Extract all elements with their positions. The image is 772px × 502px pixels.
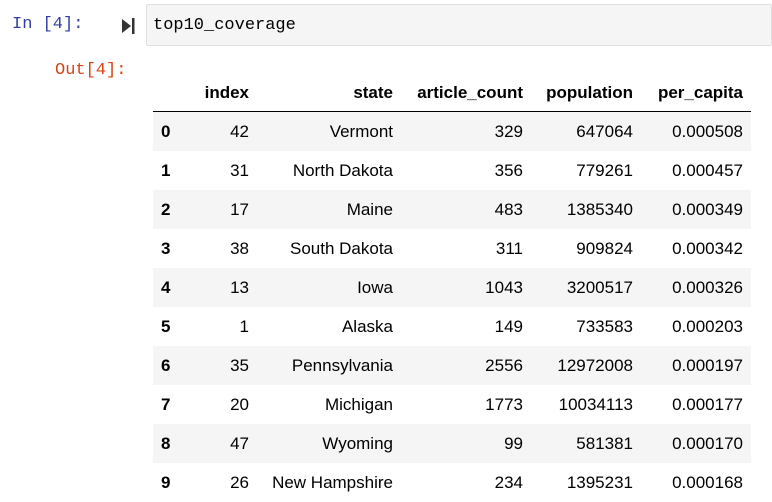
code-input-area[interactable]: top10_coverage [146, 4, 772, 46]
table-row: 1 31 North Dakota 356 779261 0.000457 [153, 151, 751, 190]
table-cell: 47 [230, 433, 249, 453]
table-cell: Alaska [341, 316, 393, 336]
table-cell: 1385340 [566, 199, 633, 219]
column-header: state [257, 74, 401, 112]
table-cell: 0.000203 [672, 316, 743, 336]
table-cell: 10034113 [558, 394, 633, 414]
table-cell: 0.000342 [672, 238, 743, 258]
table-cell: 0.000349 [672, 199, 743, 219]
table-cell: 20 [230, 394, 249, 414]
table-row: 3 38 South Dakota 311 909824 0.000342 [153, 229, 751, 268]
table-cell: 311 [495, 238, 523, 258]
table-cell: 2556 [485, 355, 523, 375]
table-cell: 356 [494, 160, 523, 180]
row-index-label: 5 [161, 316, 171, 336]
header-row: index state article_count population per… [153, 74, 751, 112]
table-cell: 779261 [576, 160, 633, 180]
input-prompt: In [4]: [12, 15, 84, 34]
table-row: 9 26 New Hampshire 234 1395231 0.000168 [153, 463, 751, 502]
row-index-label: 2 [161, 199, 171, 219]
table-cell: 12972008 [557, 355, 633, 375]
column-header: article_count [401, 74, 531, 112]
table-cell: 35 [230, 355, 249, 375]
dataframe-table: index state article_count population per… [153, 74, 751, 502]
table-cell: Wyoming [322, 433, 393, 453]
row-index-label: 8 [161, 433, 171, 453]
table-cell: 0.000457 [672, 160, 743, 180]
column-header: population [531, 74, 641, 112]
table-cell: 0.000170 [672, 433, 743, 453]
table-cell: New Hampshire [272, 472, 393, 492]
row-index-label: 1 [161, 160, 171, 180]
table-row: 5 1 Alaska 149 733583 0.000203 [153, 307, 751, 346]
table-cell: 733583 [576, 316, 633, 336]
table-cell: Michigan [324, 394, 393, 414]
table-cell: 1773 [485, 394, 523, 414]
table-cell: 0.000326 [672, 277, 743, 297]
table-cell: Iowa [357, 277, 393, 297]
run-cell-icon[interactable] [121, 17, 135, 35]
column-header: per_capita [641, 74, 751, 112]
code-text[interactable]: top10_coverage [153, 16, 296, 35]
table-cell: 26 [230, 472, 249, 492]
table-cell: Pennsylvania [291, 355, 393, 375]
table-cell: 1395231 [566, 472, 633, 492]
table-row: 0 42 Vermont 329 647064 0.000508 [153, 111, 751, 151]
table-row: 4 13 Iowa 1043 3200517 0.000326 [153, 268, 751, 307]
table-row: 7 20 Michigan 1773 10034113 0.000177 [153, 385, 751, 424]
table-cell: 99 [504, 433, 523, 453]
row-index-label: 0 [161, 121, 171, 141]
table-cell: 38 [230, 238, 249, 258]
table-cell: 0.000168 [672, 472, 743, 492]
table-row: 8 47 Wyoming 99 581381 0.000170 [153, 424, 751, 463]
table-cell: North Dakota [292, 160, 393, 180]
table-cell: 0.000508 [672, 121, 743, 141]
table-cell: 13 [230, 277, 249, 297]
table-cell: Vermont [329, 121, 393, 141]
table-cell: 42 [230, 121, 249, 141]
table-cell: 0.000197 [672, 355, 743, 375]
table-row: 6 35 Pennsylvania 2556 12972008 0.000197 [153, 346, 751, 385]
table-cell: 31 [230, 160, 249, 180]
table-cell: 0.000177 [672, 394, 743, 414]
table-cell: South Dakota [289, 238, 393, 258]
table-cell: 329 [494, 121, 523, 141]
table-row: 2 17 Maine 483 1385340 0.000349 [153, 190, 751, 229]
table-cell: 581381 [576, 433, 633, 453]
table-cell: 234 [494, 472, 523, 492]
row-index-label: 7 [161, 394, 171, 414]
table-cell: Maine [346, 199, 393, 219]
row-index-label: 6 [161, 355, 171, 375]
table-cell: 1043 [485, 277, 523, 297]
table-cell: 17 [230, 199, 249, 219]
column-header: index [189, 74, 257, 112]
table-cell: 647064 [576, 121, 633, 141]
row-index-label: 4 [161, 277, 171, 297]
table-body: 0 42 Vermont 329 647064 0.000508 1 31 North Dako… [153, 111, 751, 502]
table-cell: 1 [239, 316, 249, 336]
table-cell: 483 [494, 199, 523, 219]
row-index-label: 3 [161, 238, 171, 258]
output-prompt: Out[4]: [55, 61, 127, 80]
table-header: index state article_count population per… [153, 74, 751, 112]
row-index-label: 9 [161, 472, 171, 492]
table-cell: 149 [494, 316, 523, 336]
table-cell: 3200517 [566, 277, 633, 297]
index-header [153, 74, 189, 112]
table-cell: 909824 [576, 238, 633, 258]
